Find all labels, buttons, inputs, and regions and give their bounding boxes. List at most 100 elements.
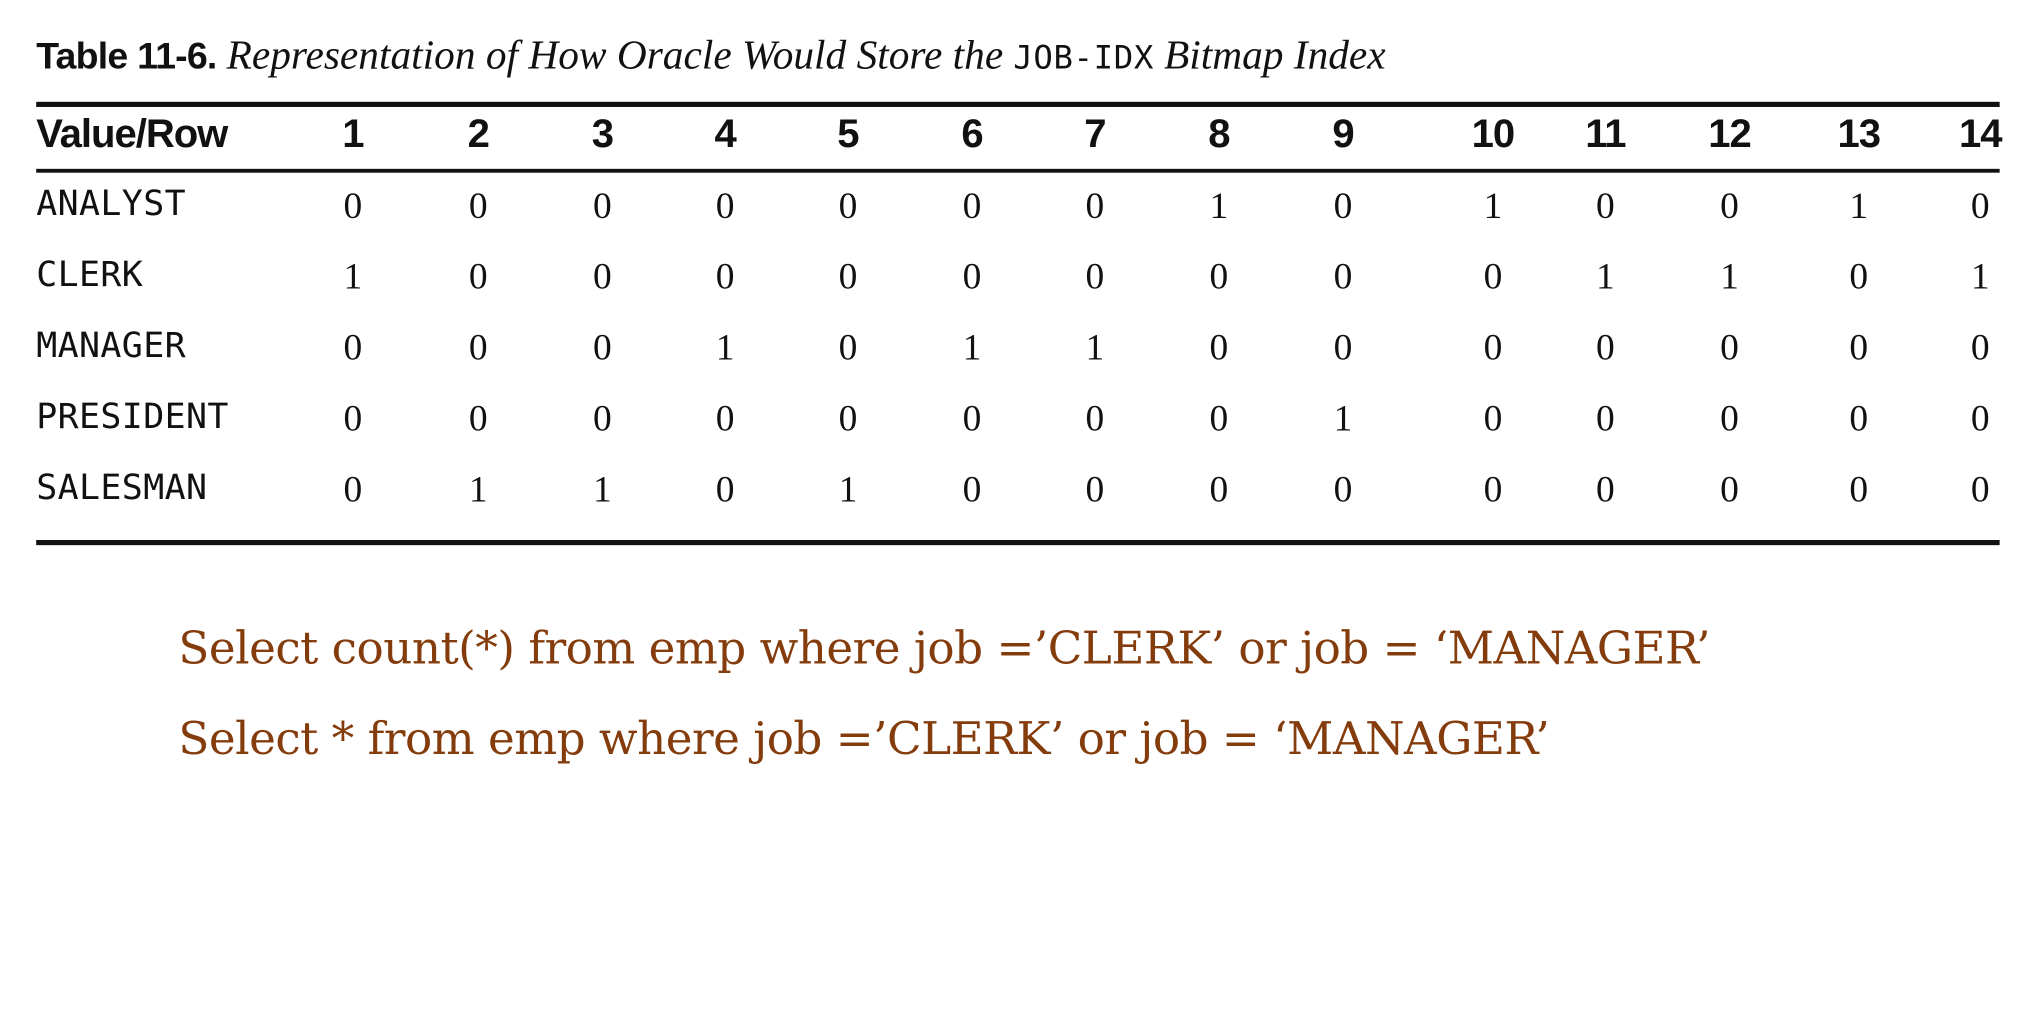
bitmap-cell: 0 xyxy=(1209,469,1229,511)
bitmap-cell: 0 xyxy=(1970,327,1990,369)
bitmap-cell: 0 xyxy=(1849,256,1869,298)
bitmap-cell: 0 xyxy=(343,469,363,511)
table-top-rule xyxy=(36,101,2000,107)
sql-query-select-all: Select * from emp where job =’CLERK’ or … xyxy=(178,713,1550,766)
bitmap-cell: 0 xyxy=(343,327,363,369)
bitmap-cell: 0 xyxy=(1720,185,1739,227)
corner-header: Value/Row xyxy=(36,110,228,156)
bitmap-cell: 1 xyxy=(715,327,735,369)
bitmap-cell: 1 xyxy=(1596,256,1615,298)
bitmap-cell: 0 xyxy=(1483,398,1503,440)
bitmap-cell: 0 xyxy=(1333,327,1353,369)
bitmap-cell: 0 xyxy=(1209,327,1229,369)
bitmap-cell: 0 xyxy=(592,327,612,369)
sql-query-count: Select count(*) from emp where job =’CLE… xyxy=(178,623,1710,676)
bitmap-cell: 0 xyxy=(838,185,858,227)
column-header: 14 xyxy=(1958,110,2003,156)
bitmap-cell: 0 xyxy=(1085,185,1105,227)
bitmap-cell: 1 xyxy=(592,469,612,511)
column-header: 1 xyxy=(342,110,364,156)
column-header: 6 xyxy=(961,110,983,156)
bitmap-cell: 0 xyxy=(962,256,982,298)
bitmap-cell: 1 xyxy=(1970,256,1990,298)
bitmap-cell: 0 xyxy=(1333,256,1353,298)
column-header: 5 xyxy=(837,110,859,156)
column-header: 3 xyxy=(591,110,614,156)
bitmap-cell: 0 xyxy=(1596,185,1615,227)
bitmap-cell: 0 xyxy=(838,398,858,440)
bitmap-cell: 0 xyxy=(592,256,612,298)
bitmap-cell: 0 xyxy=(1720,469,1739,511)
table-header-rule xyxy=(36,168,2000,173)
bitmap-cell: 0 xyxy=(343,185,363,227)
bitmap-cell: 0 xyxy=(1720,327,1739,369)
bitmap-cell: 0 xyxy=(468,398,488,440)
bitmap-cell: 0 xyxy=(1085,256,1105,298)
bitmap-cell: 0 xyxy=(715,256,735,298)
column-header: 11 xyxy=(1585,110,1626,156)
bitmap-cell: 1 xyxy=(468,469,488,511)
row-label: ANALYST xyxy=(36,184,186,225)
bitmap-cell: 0 xyxy=(1085,398,1105,440)
row-label: CLERK xyxy=(36,255,144,296)
bitmap-cell: 0 xyxy=(962,469,982,511)
bitmap-cell: 0 xyxy=(1085,469,1105,511)
bitmap-cell: 0 xyxy=(1483,469,1503,511)
bitmap-cell: 0 xyxy=(1970,398,1990,440)
caption-text-before: Representation of How Oracle Would Store… xyxy=(226,30,1004,78)
bitmap-cell: 1 xyxy=(1720,256,1739,298)
bitmap-cell: 0 xyxy=(592,185,612,227)
bitmap-cell: 1 xyxy=(1333,398,1353,440)
bitmap-cell: 0 xyxy=(715,469,735,511)
row-label: PRESIDENT xyxy=(36,396,229,437)
row-label: MANAGER xyxy=(36,326,186,367)
column-header: 12 xyxy=(1708,110,1752,156)
bitmap-cell: 0 xyxy=(468,256,488,298)
bitmap-cell: 0 xyxy=(1333,185,1353,227)
bitmap-cell: 0 xyxy=(343,398,363,440)
bitmap-cell: 0 xyxy=(1209,398,1229,440)
bitmap-cell: 0 xyxy=(1483,327,1503,369)
bitmap-cell: 1 xyxy=(1483,185,1503,227)
column-header: 8 xyxy=(1208,110,1230,156)
bitmap-cell: 0 xyxy=(1596,327,1615,369)
bitmap-cell: 1 xyxy=(1209,185,1229,227)
bitmap-cell: 0 xyxy=(838,327,858,369)
bitmap-cell: 1 xyxy=(1085,327,1105,369)
caption-label: Table 11-6. xyxy=(36,36,217,78)
bitmap-cell: 0 xyxy=(838,256,858,298)
bitmap-cell: 0 xyxy=(592,398,612,440)
column-header: 10 xyxy=(1471,110,1516,156)
bitmap-cell: 0 xyxy=(468,185,488,227)
bitmap-cell: 0 xyxy=(1596,398,1615,440)
bitmap-cell: 0 xyxy=(1970,469,1990,511)
bitmap-cell: 0 xyxy=(468,327,488,369)
column-header: 2 xyxy=(467,110,490,156)
bitmap-cell: 0 xyxy=(1333,469,1353,511)
column-header: 4 xyxy=(714,110,737,156)
column-header: 9 xyxy=(1332,110,1354,156)
bitmap-cell: 0 xyxy=(715,398,735,440)
bitmap-cell: 0 xyxy=(1849,327,1869,369)
bitmap-cell: 1 xyxy=(1849,185,1869,227)
bitmap-cell: 1 xyxy=(343,256,363,298)
bitmap-cell: 0 xyxy=(962,398,982,440)
bitmap-cell: 1 xyxy=(962,327,982,369)
table-bottom-rule xyxy=(36,540,2000,545)
bitmap-index-table: Value/Row 1 2 3 4 5 6 7 8 9 10 11 12 13 14 ANALYST 0 0 0 0… xyxy=(36,110,2003,511)
bitmap-cell: 0 xyxy=(1849,398,1869,440)
bitmap-cell: 0 xyxy=(1209,256,1229,298)
bitmap-cell: 0 xyxy=(715,185,735,227)
bitmap-cell: 0 xyxy=(1849,469,1869,511)
bitmap-cell: 0 xyxy=(1720,398,1739,440)
bitmap-cell: 0 xyxy=(1596,469,1615,511)
bitmap-cell: 0 xyxy=(1483,256,1503,298)
row-label: SALESMAN xyxy=(36,467,208,508)
column-header: 7 xyxy=(1084,110,1106,156)
bitmap-cell: 0 xyxy=(962,185,982,227)
bitmap-cell: 0 xyxy=(1970,185,1990,227)
bitmap-cell: 1 xyxy=(838,469,858,511)
caption-text-after: Bitmap Index xyxy=(1163,30,1386,78)
caption-code: JOB-IDX xyxy=(1013,38,1154,77)
